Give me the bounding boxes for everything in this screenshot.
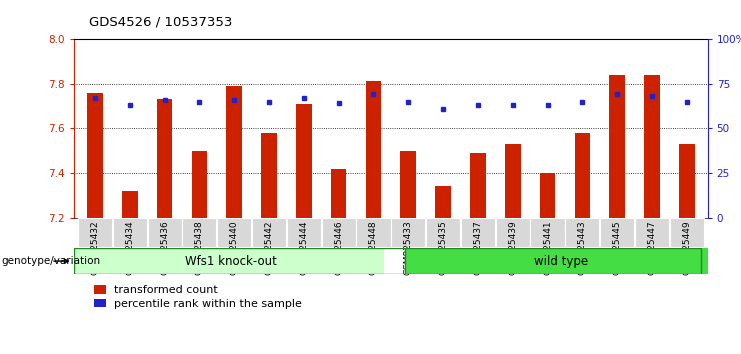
Text: GDS4526 / 10537353: GDS4526 / 10537353 xyxy=(89,15,232,28)
Bar xyxy=(609,75,625,218)
Bar xyxy=(435,187,451,218)
Text: GSM825445: GSM825445 xyxy=(613,220,622,275)
Text: GSM825441: GSM825441 xyxy=(543,220,552,275)
Bar xyxy=(470,153,486,218)
FancyBboxPatch shape xyxy=(217,218,251,247)
Text: GSM825449: GSM825449 xyxy=(682,220,691,275)
Text: GSM825434: GSM825434 xyxy=(125,220,134,275)
Legend: transformed count, percentile rank within the sample: transformed count, percentile rank withi… xyxy=(94,285,302,309)
Text: GSM825444: GSM825444 xyxy=(299,220,308,275)
Bar xyxy=(74,248,384,274)
Text: GSM825432: GSM825432 xyxy=(90,220,99,275)
Bar xyxy=(505,144,520,218)
FancyBboxPatch shape xyxy=(426,218,460,247)
FancyBboxPatch shape xyxy=(287,218,321,247)
Bar xyxy=(87,93,103,218)
Text: wild type: wild type xyxy=(534,255,588,268)
Bar xyxy=(679,144,694,218)
Text: GSM825439: GSM825439 xyxy=(508,220,517,275)
Text: GSM825440: GSM825440 xyxy=(230,220,239,275)
Text: GSM825442: GSM825442 xyxy=(265,220,273,275)
FancyBboxPatch shape xyxy=(252,218,286,247)
FancyBboxPatch shape xyxy=(356,218,391,247)
Bar xyxy=(574,133,590,218)
Bar xyxy=(405,248,736,274)
Text: GSM825438: GSM825438 xyxy=(195,220,204,275)
FancyBboxPatch shape xyxy=(600,218,634,247)
FancyBboxPatch shape xyxy=(670,218,704,247)
Bar xyxy=(227,86,242,218)
Text: GSM825443: GSM825443 xyxy=(578,220,587,275)
FancyBboxPatch shape xyxy=(391,218,425,247)
FancyBboxPatch shape xyxy=(147,218,182,247)
Bar xyxy=(539,173,555,218)
FancyBboxPatch shape xyxy=(113,218,147,247)
Text: GSM825448: GSM825448 xyxy=(369,220,378,275)
FancyBboxPatch shape xyxy=(565,218,599,247)
Text: GSM825447: GSM825447 xyxy=(648,220,657,275)
FancyBboxPatch shape xyxy=(322,218,356,247)
Bar xyxy=(296,104,312,218)
Bar xyxy=(262,133,277,218)
Bar xyxy=(400,151,416,218)
FancyBboxPatch shape xyxy=(78,218,112,247)
Text: GSM825433: GSM825433 xyxy=(404,220,413,275)
FancyBboxPatch shape xyxy=(461,218,495,247)
FancyBboxPatch shape xyxy=(531,218,565,247)
FancyBboxPatch shape xyxy=(496,218,530,247)
Bar xyxy=(330,169,347,218)
FancyBboxPatch shape xyxy=(635,218,669,247)
FancyBboxPatch shape xyxy=(182,218,216,247)
Text: GSM825435: GSM825435 xyxy=(439,220,448,275)
Bar xyxy=(192,151,207,218)
Bar xyxy=(644,75,659,218)
Text: GSM825446: GSM825446 xyxy=(334,220,343,275)
Bar xyxy=(122,191,138,218)
Text: GSM825436: GSM825436 xyxy=(160,220,169,275)
Text: genotype/variation: genotype/variation xyxy=(1,256,101,266)
Text: Wfs1 knock-out: Wfs1 knock-out xyxy=(185,255,276,268)
Text: GSM825437: GSM825437 xyxy=(473,220,482,275)
Bar xyxy=(365,81,382,218)
Bar xyxy=(157,99,173,218)
